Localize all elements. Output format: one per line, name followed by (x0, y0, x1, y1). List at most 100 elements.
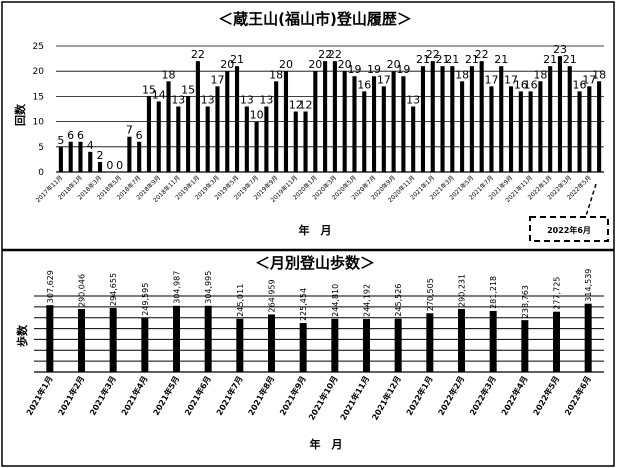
chart1-data-label: 21 (494, 53, 508, 66)
chart2-bar (268, 314, 275, 372)
chart2-x-tick-label: 2022年2月 (436, 374, 467, 417)
chart1-data-label: 12 (289, 99, 303, 112)
chart1-bar (215, 86, 220, 172)
chart1-y-axis-label: 回数 (13, 103, 27, 126)
chart1-bar (381, 86, 386, 172)
chart2-data-label: 294,655 (109, 273, 118, 306)
chart1-data-label: 17 (582, 73, 596, 86)
chart1-bar (332, 61, 337, 173)
chart2-bar (553, 311, 560, 372)
chart1-y-tick-label: 5 (38, 143, 44, 153)
chart1-bar (283, 71, 289, 172)
chart1-bar (557, 56, 563, 172)
chart2-bar (363, 318, 370, 372)
chart2-data-label: 244,192 (363, 284, 372, 317)
chart1-bar (460, 81, 465, 172)
chart1-callout-box (529, 216, 609, 242)
chart1-data-label: 7 (126, 124, 133, 137)
chart1-callout-leader (585, 183, 597, 217)
chart1-bar (176, 106, 181, 172)
chart1-y-tick-label: 15 (33, 92, 44, 102)
chart2-data-label: 245,526 (394, 284, 403, 317)
chart1-bar (127, 136, 132, 172)
chart2-bar (394, 318, 402, 372)
chart1-bar (146, 96, 152, 172)
chart1-bar (254, 121, 259, 172)
chart2-bar (521, 320, 529, 372)
chart1-y-tick-label: 10 (33, 118, 45, 128)
chart1-bar (205, 106, 210, 172)
chart1-y-tick-label: 20 (33, 67, 45, 77)
chart1-bar (371, 76, 377, 172)
chart1-bar (420, 66, 426, 172)
chart2-data-label: 290,046 (78, 274, 87, 307)
chart1-data-label: 16 (357, 78, 371, 91)
chart1-data-label: 13 (259, 93, 273, 106)
chart1-data-label: 13 (201, 93, 215, 106)
chart1-bar (362, 91, 367, 172)
chart1-y-tick-label: 25 (33, 42, 44, 52)
chart1-data-label: 17 (210, 73, 224, 86)
chart1-bar (234, 66, 240, 172)
chart2-x-tick-label: 2022年3月 (467, 374, 498, 417)
chart1-bar (78, 141, 83, 172)
chart1-data-label: 12 (299, 99, 313, 112)
chart1-bar (58, 146, 63, 172)
chart2-x-tick-label: 2021年4月 (119, 374, 150, 417)
chart2-data-label: 307,629 (46, 270, 55, 303)
chart1-data-label: 18 (592, 68, 606, 81)
chart1-data-label: 18 (269, 68, 283, 81)
chart2-data-label: 304,987 (173, 271, 182, 304)
chart1-data-label: 22 (318, 48, 332, 61)
chart2-data-label: 245,011 (236, 284, 245, 317)
chart2-bar (78, 309, 85, 372)
chart1-bar (352, 76, 357, 172)
chart2-x-tick-label: 2022年4月 (499, 374, 530, 417)
chart1-data-label: 20 (338, 58, 352, 71)
chart1-bar (156, 101, 161, 172)
chart1-data-label: 4 (87, 139, 94, 152)
chart2-data-label: 270,505 (426, 278, 435, 311)
chart2-x-tick-label: 2021年12月 (370, 374, 403, 422)
chart1-data-label: 21 (563, 53, 577, 66)
chart1-data-label: 21 (436, 53, 450, 66)
chart1-bar (97, 161, 103, 172)
chart2-x-tick-label: 2021年11月 (338, 374, 371, 422)
chart1-data-label: 16 (524, 78, 538, 91)
chart1-bar (68, 141, 73, 172)
chart2-data-label: 238,763 (521, 285, 530, 318)
chart1-bar (508, 86, 514, 172)
chart2-data-label: 304,995 (204, 271, 213, 304)
chart1-data-label: 20 (387, 58, 401, 71)
chart2-x-tick-label: 2021年3月 (87, 374, 118, 417)
chart1-data-label: 22 (426, 48, 440, 61)
chart2-x-tick-label: 2021年7月 (214, 374, 245, 417)
chart1-y-tick-label: 0 (38, 168, 44, 178)
chart1-bar (137, 141, 142, 172)
chart2-bar (331, 318, 339, 372)
chart1-title: ＜蔵王山(福山市)登山履歴＞ (218, 10, 412, 28)
chart2-x-tick-label: 2021年9月 (277, 374, 308, 417)
chart1-bar (577, 91, 582, 172)
chart1-data-label: 19 (347, 63, 361, 76)
chart1-data-label: 18 (533, 68, 547, 81)
chart1-bar (225, 71, 230, 172)
chart1-bar (528, 91, 533, 172)
chart1-bar (323, 61, 328, 173)
chart2-x-axis-label: 年 月 (310, 437, 343, 451)
chart2-bar (236, 318, 244, 372)
chart2-bar (204, 305, 212, 372)
chart2-data-label: 281,218 (489, 276, 498, 309)
chart2-x-tick-label: 2021年8月 (246, 374, 277, 417)
chart1-bar (391, 71, 396, 172)
chart1-bar (88, 151, 93, 172)
chart2-bar (458, 308, 465, 372)
chart1-bar (303, 111, 308, 172)
chart1-bar (469, 66, 474, 172)
chart2-data-label: 314,539 (584, 269, 593, 302)
chart1-bar (518, 91, 523, 172)
chart1-data-label: 16 (573, 78, 587, 91)
chart1-bar (430, 61, 435, 173)
